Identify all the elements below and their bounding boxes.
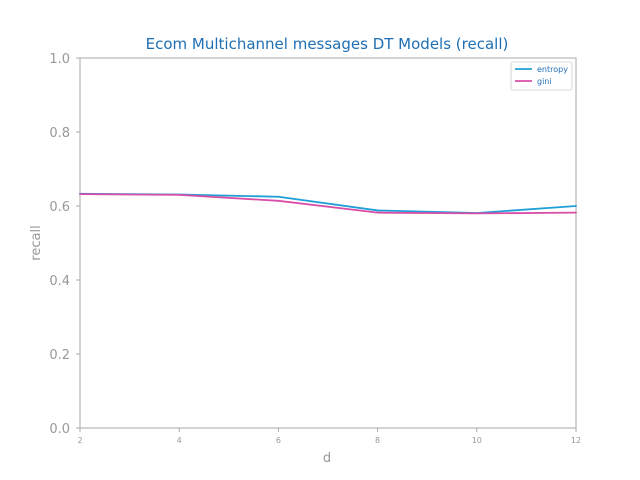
data-point-gini (79, 193, 81, 196)
data-point-entropy (277, 195, 280, 198)
series-lines (79, 192, 577, 215)
chart-title: Ecom Multichannel messages DT Models (re… (146, 35, 509, 53)
x-tick-label: 12 (571, 436, 581, 445)
y-tick-label: 0.8 (49, 126, 70, 141)
data-point-gini (575, 211, 577, 214)
x-axis-label: d (323, 451, 331, 466)
y-tick-label: 1.0 (49, 52, 70, 67)
legend: entropy gini (510, 61, 573, 91)
x-tick-label: 2 (77, 436, 82, 445)
x-tick-label: 6 (276, 436, 281, 445)
legend-label-entropy: entropy (537, 65, 568, 74)
series-line-entropy (79, 192, 577, 214)
data-point-entropy (575, 205, 577, 207)
data-point-entropy (376, 209, 379, 212)
x-tick-label: 4 (177, 436, 182, 445)
x-tick-label: 10 (472, 436, 482, 445)
data-point-gini (475, 212, 478, 215)
data-point-gini (376, 211, 379, 214)
y-axis-label: recall (29, 225, 44, 260)
legend-label-gini: gini (537, 77, 552, 86)
x-axis: 2 4 6 8 10 12 (77, 428, 581, 445)
y-tick-label: 0.2 (49, 348, 70, 363)
y-tick-label: 0.0 (49, 422, 70, 437)
y-tick-label: 0.6 (49, 200, 70, 215)
x-tick-label: 8 (375, 436, 380, 445)
series-line-gini (79, 193, 577, 215)
y-tick-label: 0.4 (49, 274, 70, 289)
y-axis: 0.0 0.2 0.4 0.6 0.8 1.0 (49, 52, 80, 437)
data-point-gini (178, 194, 181, 196)
data-point-gini (277, 199, 280, 202)
plot-frame (79, 57, 577, 429)
